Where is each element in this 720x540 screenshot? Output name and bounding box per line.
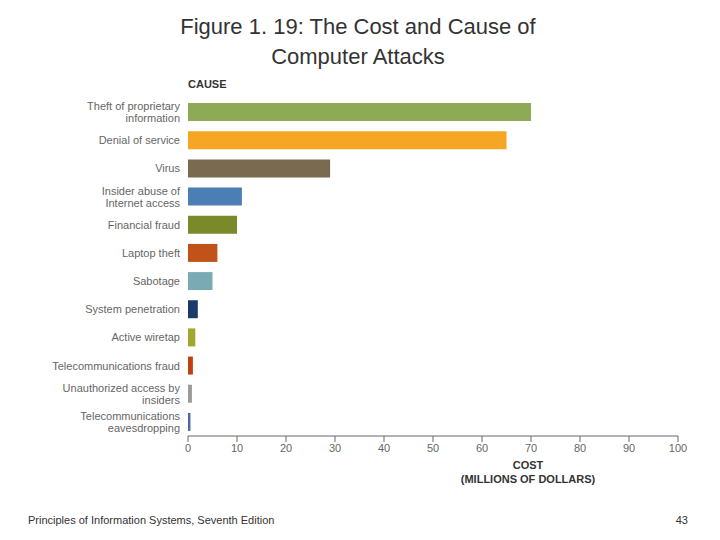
html-text:Principles of Information Syst: Principles of Information Systems, Seven…	[28, 514, 275, 526]
svg-text:Telecommunicationseavesdroppin: Telecommunicationseavesdropping	[80, 410, 180, 434]
svg-text:40: 40	[378, 442, 390, 454]
svg-text:Telecommunications fraud: Telecommunications fraud	[52, 360, 180, 372]
svg-text:Laptop theft: Laptop theft	[122, 247, 180, 259]
svg-text:Active wiretap: Active wiretap	[112, 331, 180, 343]
svg-text:20: 20	[280, 442, 292, 454]
html-text:CAUSE: CAUSE	[188, 78, 227, 90]
svg-text:Insider abuse ofInternet acces: Insider abuse ofInternet access	[102, 185, 181, 209]
svg-text:30: 30	[329, 442, 341, 454]
html-text:43: 43	[675, 514, 688, 526]
svg-text:10: 10	[231, 442, 243, 454]
svg-text:80: 80	[574, 442, 586, 454]
svg-text:Denial of service: Denial of service	[99, 134, 180, 146]
svg-text:Sabotage: Sabotage	[133, 275, 180, 287]
svg-text:50: 50	[427, 442, 439, 454]
svg-text:System penetration: System penetration	[85, 303, 180, 315]
svg-text:100: 100	[669, 442, 687, 454]
html-text:COST (MILLIONS OF DOLLARS): COST (MILLIONS OF DOLLARS)	[460, 459, 596, 485]
html-text:Figure 1. 19: The Cost and Cau: Figure 1. 19: The Cost and Cause of Comp…	[180, 14, 536, 69]
svg-text:Financial fraud: Financial fraud	[108, 219, 180, 231]
svg-text:90: 90	[623, 442, 635, 454]
svg-text:Virus: Virus	[155, 162, 180, 174]
svg-text:70: 70	[525, 442, 537, 454]
svg-text:60: 60	[476, 442, 488, 454]
svg-text:Unauthorized access byinsiders: Unauthorized access byinsiders	[63, 382, 181, 406]
svg-text:0: 0	[185, 442, 191, 454]
svg-text:Theft of proprietaryinformatio: Theft of proprietaryinformation	[87, 100, 180, 124]
